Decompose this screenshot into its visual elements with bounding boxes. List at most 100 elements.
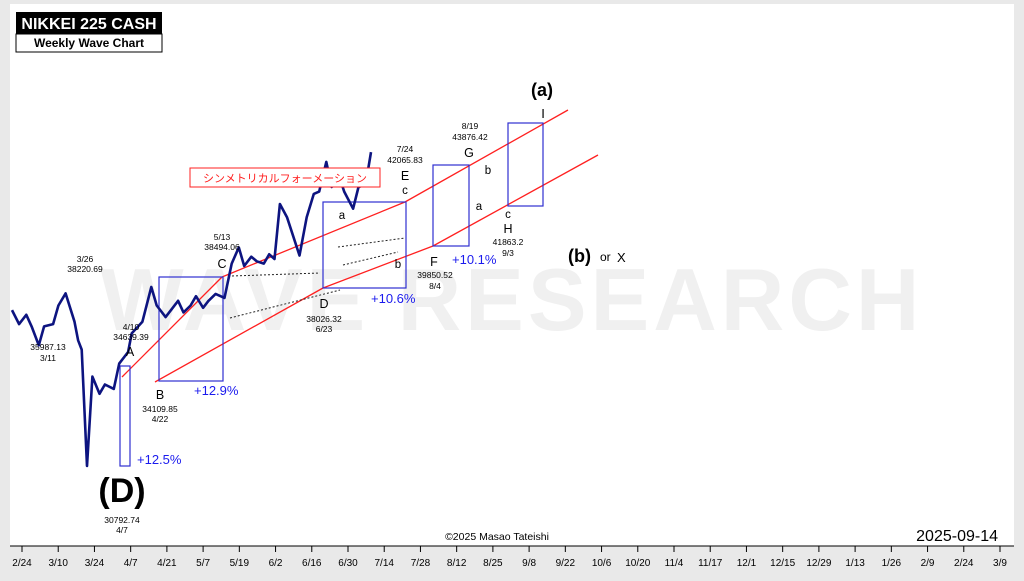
value-label-e: 42065.83 [387,155,423,165]
subtitle-box [15,33,163,53]
wave-label-b: B [156,388,164,402]
box-d-to-a [119,365,131,467]
date-label-a: 4/10 [123,322,140,332]
x-tick-label: 12/29 [806,558,831,569]
value-label-f: 39850.52 [417,270,453,280]
dotted-line-4 [342,251,399,266]
channel-line-lower-2 [322,245,434,289]
pct-label-2: +12.9% [194,383,239,398]
x-tick-label: 11/4 [665,558,684,569]
date-label-d: 6/23 [316,324,333,334]
plot-area [10,4,1014,546]
subwave-c-1: c [402,185,408,197]
date-label-b: 4/22 [152,414,169,424]
value-label-b: 34109.85 [142,404,178,414]
value-label-3-11: 35987.13 [30,342,66,352]
box-f-to-g [432,164,470,247]
channel-lines [121,109,599,383]
x-axis: 2/24 3/10 3/24 4/7 4/21 5/7 5/19 6/2 6/16 6/30 7/1… [12,546,1007,569]
value-label-h: 41863.2 [493,237,524,247]
copyright: ©2025 Masao Tateishi [445,531,549,543]
x-tick-label: 6/16 [302,558,322,569]
pct-label-3: +10.6% [371,291,416,306]
channel-line-lower-3 [432,154,599,247]
x-tick-label: 6/2 [269,558,283,569]
date-label-g: 8/19 [462,121,479,131]
dotted-line-2 [229,289,341,319]
dotted-line-3 [337,237,406,248]
channel-line-upper-1 [121,276,223,378]
value-label-a: 34639.39 [113,332,149,342]
label-b-paren: (b) [568,246,591,266]
subwave-b-1: b [395,259,401,271]
date-label-c: 5/13 [214,232,231,242]
x-tick-label: 3/24 [85,558,105,569]
x-tick-label: 7/28 [411,558,431,569]
title-bg [16,12,162,34]
dotted-line-1 [231,272,321,277]
x-tick-label: 2/24 [954,558,974,569]
box-d-to-e [322,201,407,289]
price-line [10,151,373,468]
subwave-c-2: c [505,209,511,221]
x-tick-label: 10/6 [592,558,612,569]
wave-label-c: C [217,257,226,271]
value-label-d: 38026.32 [306,314,342,324]
value-label-c: 38494.06 [204,242,240,252]
triangle-dotted-lines [229,237,406,319]
chart-subtitle: Weekly Wave Chart [34,36,144,50]
x-tick-label: 4/7 [124,558,138,569]
value-label-low: 30792.74 [104,515,140,525]
wave-label-f: F [430,255,438,269]
chart-title: NIKKEI 225 CASH [21,16,156,33]
x-tick-label: 3/10 [48,558,68,569]
subwave-b-2: b [485,165,491,177]
wave-label-a: A [126,345,135,359]
x-tick-label: 9/22 [556,558,576,569]
watermark: WAVE RESEARCH [101,250,924,349]
label-a-paren: (a) [531,80,553,100]
box-h-to-i [507,122,544,207]
box-b-to-c [158,276,224,382]
date-label-low: 4/7 [116,525,128,535]
label-big-d: (D) [98,472,145,510]
date-label-f: 8/4 [429,281,441,291]
value-label-3-26: 38220.69 [67,264,103,274]
date-label-3-26: 3/26 [77,254,94,264]
date-label-e: 7/24 [397,144,414,154]
formation-label: シンメトリカルフォーメーション [203,172,367,185]
x-tick-label: 1/13 [845,558,865,569]
channel-line-upper-2 [221,201,406,278]
value-label-g: 43876.42 [452,132,488,142]
label-or: or [600,250,611,264]
x-tick-label: 10/20 [625,558,650,569]
subwave-a-2: a [476,201,483,213]
wave-label-d: D [319,297,328,311]
x-tick-label: 5/19 [230,558,250,569]
x-tick-label: 1/26 [882,558,902,569]
x-tick-label: 3/9 [993,558,1007,569]
x-tick-label: 7/14 [374,558,394,569]
x-tick-label: 2/9 [921,558,935,569]
formation-label-box [189,167,381,188]
pct-label-1: +12.5% [137,452,182,467]
wave-label-g: G [464,146,474,160]
channel-line-lower-1 [154,287,324,383]
date-stamp: 2025-09-14 [916,528,998,545]
x-tick-label: 12/1 [737,558,757,569]
label-x: X [617,250,626,265]
x-tick-label: 8/12 [447,558,467,569]
pct-label-4: +10.1% [452,252,497,267]
wave-label-h: H [503,222,512,236]
x-tick-label: 4/21 [157,558,177,569]
x-tick-label: 6/30 [338,558,358,569]
date-label-h: 9/3 [502,248,514,258]
subwave-a-1: a [339,210,346,222]
x-tick-label: 8/25 [483,558,503,569]
date-label-3-11: 3/11 [40,353,56,363]
wave-boxes [119,122,544,467]
x-tick-label: 9/8 [522,558,536,569]
x-tick-label: 11/17 [698,558,723,569]
